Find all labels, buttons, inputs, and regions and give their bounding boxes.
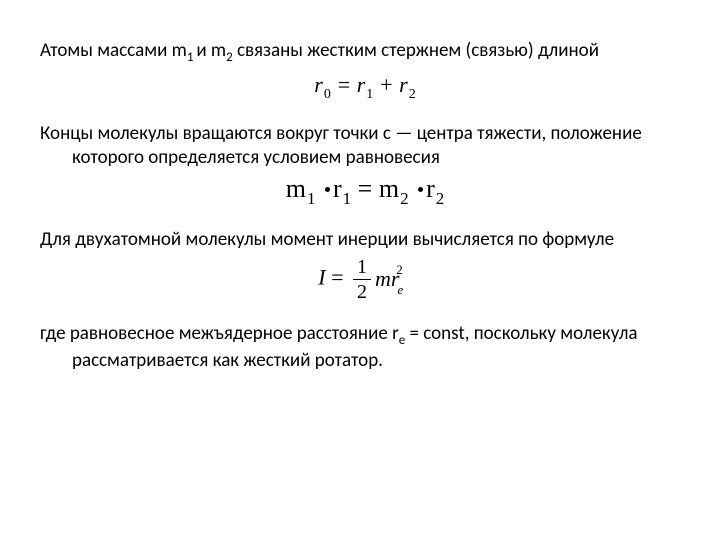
equation-r0: r0 = r1 + r2: [40, 72, 690, 102]
eq1-r2-sub: 2: [409, 87, 416, 102]
eq1-eq: =: [331, 72, 357, 97]
paragraph-4: где равновесное межъядерное расстояние r…: [40, 322, 690, 374]
dot-icon: [418, 187, 423, 192]
fraction-bar: [353, 279, 371, 280]
eq2-m2: m: [379, 174, 399, 203]
eq2-m1-sub: 1: [307, 189, 316, 208]
slide: { "para1": { "t1": "Атомы массами m", "s…: [0, 0, 720, 540]
dot-icon: [325, 187, 330, 192]
eq1-r1-r: r: [357, 72, 366, 97]
fraction: 1 2: [353, 256, 371, 303]
eq1-r0-sub: 0: [324, 87, 331, 102]
eq2-r2: r: [426, 174, 435, 203]
equation-inertia: I = 1 2 mre2: [40, 256, 690, 303]
paragraph-3: Для двухатомной молекулы момент инерции …: [40, 228, 690, 252]
eq1-r2-r: r: [399, 72, 408, 97]
eq2-r2-sub: 2: [436, 189, 445, 208]
paragraph-1: Атомы массами m1 и m2 связаны жестким ст…: [40, 39, 690, 66]
eq1-plus: +: [373, 72, 399, 97]
eq3-r-sub: e: [397, 282, 403, 297]
fraction-num: 1: [353, 256, 371, 278]
p1-text-3: связаны жестким стержнем (связью) длиной: [233, 39, 599, 62]
eq3-r-sup: 2: [396, 262, 403, 277]
eq1-r0-r: r: [314, 72, 323, 97]
eq3-eq: =: [326, 264, 349, 289]
p4-text-1: где равновесное межъядерное расстояние r: [40, 322, 399, 345]
eq3-mr: mre2: [375, 266, 412, 292]
equation-balance: m1 r1 = m2 r2: [40, 174, 690, 208]
eq2-r1: r: [333, 174, 342, 203]
p1-sub-1: 1: [187, 50, 197, 65]
p1-text-2: и m: [196, 39, 226, 62]
p1-sub-2: 2: [226, 50, 233, 65]
eq3-I: I: [318, 264, 325, 289]
eq2-r1-sub: 1: [343, 189, 352, 208]
eq3-m: m: [375, 266, 391, 291]
fraction-den: 2: [353, 281, 371, 303]
eq2-m2-sub: 2: [400, 189, 409, 208]
paragraph-2: Концы молекулы вращаются вокруг точки с …: [40, 122, 690, 171]
eq2-m1: m: [286, 174, 306, 203]
eq2-eq: =: [351, 174, 379, 203]
p1-text-1: Атомы массами m: [40, 39, 187, 62]
